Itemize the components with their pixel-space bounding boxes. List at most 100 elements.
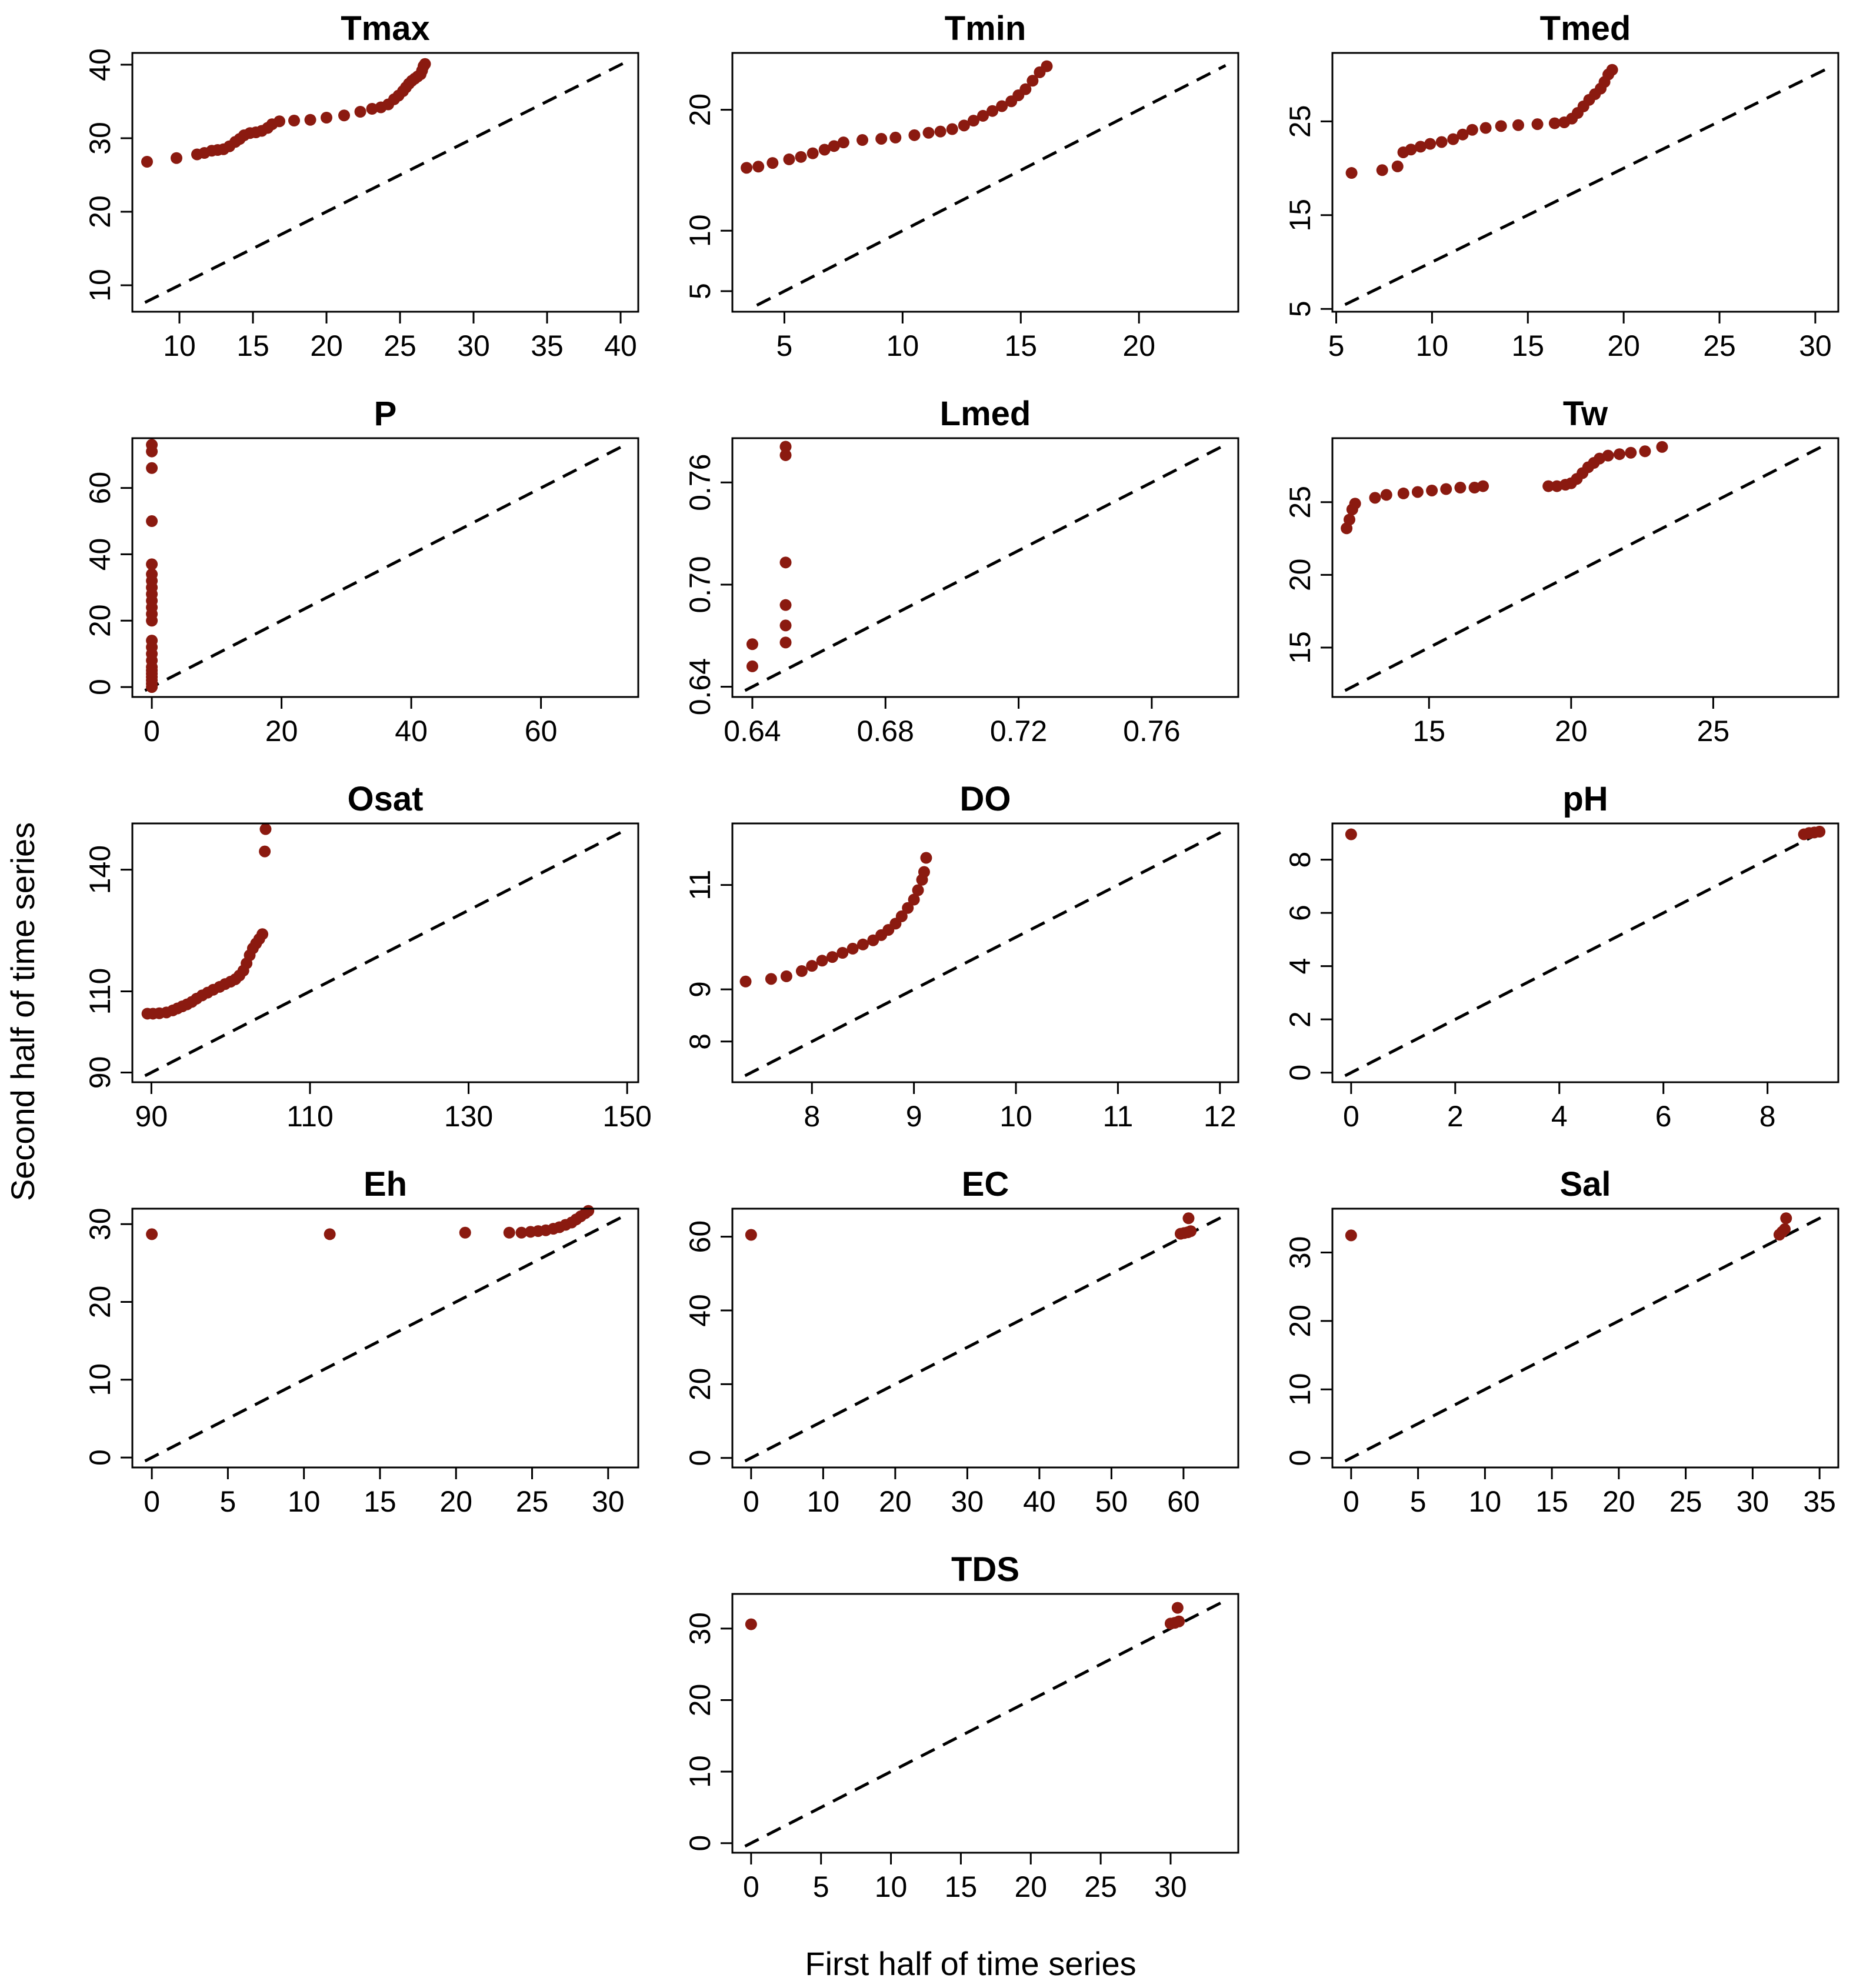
x-tick-label: 40	[604, 329, 637, 362]
panel-title: pH	[1562, 780, 1608, 818]
data-point	[1435, 136, 1448, 148]
data-point	[459, 1226, 471, 1239]
y-tick-label: 40	[84, 48, 116, 81]
x-tick-label: 35	[1803, 1485, 1836, 1518]
data-point	[946, 123, 958, 135]
x-tick-label: 20	[1014, 1870, 1047, 1903]
data-point	[1457, 128, 1469, 141]
data-point	[1173, 1615, 1185, 1627]
x-tick-label: 8	[1759, 1100, 1776, 1133]
data-point	[816, 955, 828, 967]
y-tick-label: 30	[84, 122, 116, 155]
x-tick-label: 15	[1004, 329, 1037, 362]
x-tick-label: 20	[1555, 715, 1588, 748]
reference-line	[144, 828, 626, 1078]
data-point	[895, 910, 908, 922]
data-point	[908, 893, 920, 906]
x-tick-label: 10	[807, 1485, 840, 1518]
x-tick-label: 0.76	[1123, 715, 1180, 748]
data-point	[171, 152, 182, 164]
data-point	[146, 515, 158, 528]
x-tick-label: 15	[364, 1485, 396, 1518]
panel-tds: TDS 0 5 10 15 20 25 30 0 10 20 30	[684, 1550, 1239, 1903]
data-point	[987, 105, 999, 117]
data-point	[1639, 445, 1651, 458]
y-tick-label: 0.70	[684, 556, 716, 613]
plot-frame	[731, 822, 1239, 1083]
data-point	[934, 125, 947, 138]
y-tick-label: 25	[1284, 105, 1317, 138]
figure-x-axis-label: First half of time series	[805, 1945, 1136, 1982]
panel-title: Eh	[364, 1165, 407, 1203]
x-tick-label: 12	[1204, 1100, 1237, 1133]
y-tick-label: 20	[684, 1684, 716, 1717]
reference-line	[1344, 68, 1827, 306]
x-tick-label: 25	[516, 1485, 549, 1518]
x-tick-label: 15	[1535, 1485, 1568, 1518]
data-point	[818, 144, 831, 156]
data-point	[836, 947, 849, 959]
data-point	[779, 599, 792, 611]
y-tick-label: 20	[1284, 1305, 1317, 1337]
x-tick-label: 10	[886, 329, 919, 362]
data-point	[837, 136, 849, 149]
panel-title: TDS	[951, 1550, 1019, 1589]
data-point	[846, 942, 859, 955]
data-point	[1440, 483, 1452, 495]
plot-frame	[731, 1593, 1239, 1854]
data-point	[146, 439, 158, 451]
x-tick-label: 0.68	[857, 715, 914, 748]
reference-line	[744, 443, 1227, 692]
figure-y-axis-label: Second half of time series	[4, 822, 41, 1201]
x-tick-label: 0	[144, 1485, 160, 1518]
data-point	[806, 147, 819, 159]
reference-line	[1344, 1213, 1827, 1463]
x-tick-label: 0	[743, 1485, 759, 1518]
data-point	[779, 619, 792, 632]
y-tick-label: 6	[1284, 905, 1317, 921]
plot-frame	[1331, 437, 1839, 698]
y-tick-label: 30	[684, 1612, 716, 1645]
y-tick-label: 0	[84, 1449, 116, 1466]
panel-title: Sal	[1559, 1165, 1611, 1203]
x-tick-label: 30	[1737, 1485, 1769, 1518]
y-tick-label: 0	[1284, 1065, 1317, 1081]
y-tick-label: 30	[84, 1208, 116, 1240]
data-point	[1369, 492, 1381, 504]
y-tick-label: 2	[1284, 1011, 1317, 1028]
data-point	[354, 106, 366, 118]
x-tick-label: 9	[906, 1100, 922, 1133]
data-point	[779, 441, 792, 453]
x-tick-label: 20	[1602, 1485, 1635, 1518]
y-tick-label: 20	[1284, 559, 1317, 592]
data-point	[977, 109, 989, 122]
x-tick-label: 10	[1416, 329, 1449, 362]
plot-frame	[1331, 822, 1839, 1083]
data-point	[1397, 487, 1409, 499]
y-tick-label: 60	[84, 472, 116, 505]
plot-frame	[731, 52, 1239, 313]
y-tick-label: 25	[1284, 486, 1317, 519]
data-point	[828, 140, 840, 152]
data-point	[259, 823, 272, 835]
y-tick-label: 15	[1284, 199, 1317, 232]
panel-ph: pH 0 2 4 6 8 0 2 4 6 8	[1284, 780, 1839, 1133]
x-tick-label: 15	[1511, 329, 1544, 362]
data-point	[1495, 120, 1507, 132]
data-point	[1414, 141, 1427, 153]
y-tick-label: 5	[684, 283, 716, 299]
y-tick-label: 60	[684, 1220, 716, 1253]
x-tick-label: 25	[1084, 1870, 1117, 1903]
panel-tmax: Tmax 10 15 20 25 30 35 40 10 20 30 40	[84, 9, 639, 362]
y-tick-label: 0.76	[684, 454, 716, 511]
panel-tw: Tw 15 20 25 15 20 25	[1284, 395, 1839, 748]
reference-line	[144, 61, 626, 304]
x-tick-label: 35	[531, 329, 564, 362]
y-tick-label: 11	[684, 870, 716, 900]
x-tick-label: 15	[1412, 715, 1445, 748]
data-point	[1780, 1212, 1792, 1225]
data-point	[745, 1618, 757, 1630]
panel-title: DO	[960, 780, 1011, 818]
